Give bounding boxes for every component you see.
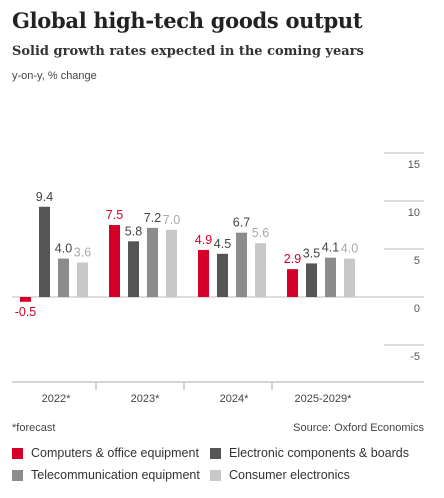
data-label: 4.0: [341, 242, 358, 256]
data-label: 5.6: [252, 226, 269, 240]
data-label: -0.5: [15, 305, 37, 319]
bar: [77, 262, 88, 297]
legend-swatch-electronic: [210, 447, 221, 459]
legend-swatch-telecom: [12, 469, 23, 481]
legend-item-consumer: Consumer electronics: [210, 468, 350, 482]
data-label: 4.9: [195, 233, 212, 247]
data-label: 7.5: [106, 208, 123, 222]
y-tick-label: 15: [408, 159, 420, 171]
y-tick-label: 0: [414, 303, 420, 315]
data-label: 6.7: [233, 216, 250, 230]
data-label: 9.4: [36, 190, 53, 204]
y-tick-label: -5: [410, 351, 420, 363]
legend-item-telecom: Telecommunication equipment: [12, 468, 200, 482]
y-tick-label: 5: [414, 255, 420, 267]
bar: [20, 297, 31, 302]
bar: [255, 243, 266, 297]
chart-subtitle: Solid growth rates expected in the comin…: [12, 44, 364, 59]
legend-item-electronic: Electronic components & boards: [210, 446, 409, 460]
x-tick-label: 2023*: [131, 393, 160, 405]
data-label: 5.8: [125, 224, 142, 238]
legend-label-computers: Computers & office equipment: [31, 446, 199, 460]
data-label: 7.0: [163, 213, 180, 227]
data-label: 3.5: [303, 246, 320, 260]
legend-label-telecom: Telecommunication equipment: [31, 468, 200, 482]
x-tick-label: 2024*: [220, 393, 249, 405]
data-label: 4.1: [322, 241, 339, 255]
x-tick-label: 2022*: [42, 393, 71, 405]
bar: [306, 263, 317, 297]
data-label: 7.2: [144, 211, 161, 225]
bar: [344, 258, 355, 297]
bar: [128, 241, 139, 297]
data-label: 3.6: [74, 245, 91, 259]
bar: [217, 253, 228, 297]
chart-title: Global high-tech goods output: [12, 8, 363, 33]
data-label: 2.9: [284, 252, 301, 266]
unit-label: y-on-y, % change: [12, 70, 97, 82]
legend-item-computers: Computers & office equipment: [12, 446, 199, 460]
bar: [166, 229, 177, 297]
bar: [147, 227, 158, 297]
legend-label-consumer: Consumer electronics: [229, 468, 350, 482]
source-note: Source: Oxford Economics: [293, 422, 424, 434]
forecast-footnote: *forecast: [12, 422, 56, 434]
data-label: 4.5: [214, 237, 231, 251]
bar: [198, 249, 209, 297]
bar: [287, 269, 298, 297]
bar: [109, 225, 120, 297]
legend-swatch-computers: [12, 447, 23, 459]
y-tick-label: 10: [408, 207, 420, 219]
legend-label-electronic: Electronic components & boards: [229, 446, 409, 460]
bar: [39, 206, 50, 297]
bar: [325, 257, 336, 297]
legend-swatch-consumer: [210, 469, 221, 481]
data-label: 4.0: [55, 242, 72, 256]
bar: [58, 258, 69, 297]
x-tick-label: 2025-2029*: [295, 393, 353, 405]
bar: [236, 232, 247, 297]
